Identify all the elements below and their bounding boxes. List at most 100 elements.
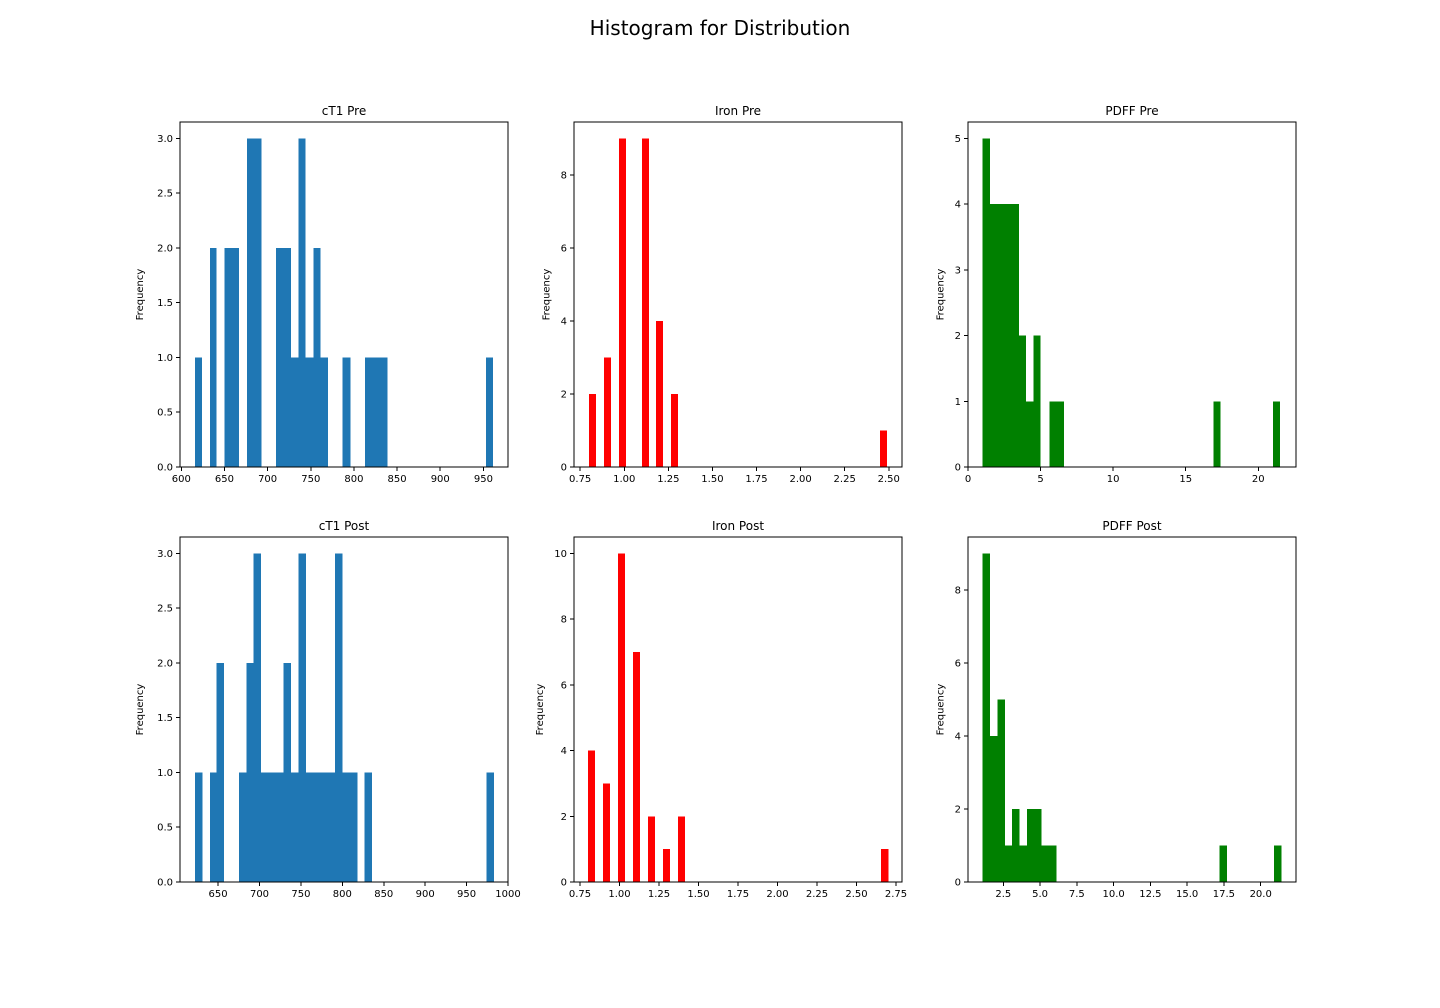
y-tick-label: 2.5 <box>157 189 173 200</box>
panel-title: PDFF Post <box>1102 519 1161 533</box>
histogram-bar <box>342 772 358 882</box>
histogram-bar <box>276 247 291 467</box>
y-tick-label: 6 <box>955 658 961 669</box>
x-tick-label: 2.00 <box>766 889 788 900</box>
histogram-panel: 600 650 700 750 800 850 900 950 0.0 0.5 1.0 1.5 2.0 2… <box>135 104 509 485</box>
y-tick-label: 0 <box>561 463 567 474</box>
histogram-bar <box>641 138 649 467</box>
x-tick-label: 20 <box>1252 474 1265 485</box>
histogram-bar <box>305 357 314 467</box>
x-tick-label: 1.25 <box>657 474 679 485</box>
y-tick-label: 10 <box>554 549 567 560</box>
x-tick-label: 20.0 <box>1250 889 1272 900</box>
plot-frame <box>967 121 1297 468</box>
x-tick-label: 2.00 <box>789 474 811 485</box>
y-tick-label: 1.5 <box>157 713 173 724</box>
y-tick-label: 6 <box>561 243 567 254</box>
histogram-bar <box>1272 401 1281 467</box>
histogram-bar <box>485 357 493 467</box>
x-tick-label: 750 <box>291 889 310 900</box>
y-tick-label: 8 <box>955 585 961 596</box>
histogram-bar <box>261 772 284 882</box>
x-tick-label: 15 <box>1179 474 1192 485</box>
histogram-bar <box>195 357 203 467</box>
x-tick-label: 0.75 <box>569 474 591 485</box>
x-tick-label: 700 <box>258 474 277 485</box>
histogram-bar <box>880 849 889 882</box>
y-axis-label: Frequency <box>135 269 146 321</box>
histogram-bar <box>588 393 597 467</box>
x-tick-label: 900 <box>431 474 450 485</box>
x-tick-label: 17.5 <box>1213 889 1235 900</box>
y-tick-label: 3.0 <box>157 134 173 145</box>
y-tick-label: 0 <box>561 878 567 889</box>
x-tick-label: 2.25 <box>806 889 828 900</box>
histogram-panel: 0.75 1.00 1.25 1.50 1.75 2.00 2.25 2.50 0 2 4 6 8 Iro… <box>542 104 903 485</box>
histogram-bar <box>997 699 1005 882</box>
plot-frame <box>179 536 509 883</box>
x-tick-label: 1.75 <box>727 889 749 900</box>
x-tick-label: 2.50 <box>845 889 867 900</box>
histogram-bar <box>194 772 203 882</box>
histogram-bar <box>224 247 240 467</box>
histogram-bar <box>305 772 335 882</box>
y-axis-label: Frequency <box>936 684 947 736</box>
histogram-bar <box>1004 845 1013 882</box>
x-tick-label: 800 <box>344 474 363 485</box>
histogram-bar <box>290 772 299 882</box>
y-tick-label: 2.5 <box>157 604 173 615</box>
histogram-bar <box>334 553 343 882</box>
y-tick-label: 3.0 <box>157 549 173 560</box>
x-tick-label: 7.5 <box>1069 889 1085 900</box>
histogram-bar <box>632 652 641 882</box>
x-tick-label: 0 <box>965 474 971 485</box>
x-tick-label: 650 <box>215 474 234 485</box>
y-tick-label: 1.0 <box>157 353 173 364</box>
y-tick-label: 4 <box>955 731 961 742</box>
x-tick-label: 1.50 <box>701 474 723 485</box>
histogram-panel: 650 700 750 800 850 900 950 1000 0.0 0.5 1.0 1.5 2.0… <box>135 519 521 900</box>
x-tick-label: 1.25 <box>648 889 670 900</box>
x-tick-label: 850 <box>388 474 407 485</box>
histogram-bar <box>1219 845 1227 882</box>
x-tick-label: 800 <box>333 889 352 900</box>
histogram-bar <box>238 772 247 882</box>
panel-title: Iron Post <box>712 519 764 533</box>
plot-frame <box>573 121 903 468</box>
histogram-bar <box>216 662 224 882</box>
histogram-bar <box>253 553 262 882</box>
y-tick-label: 5 <box>955 134 961 145</box>
histogram-bar <box>1033 335 1041 467</box>
histogram-bar <box>990 735 998 882</box>
x-tick-label: 1.00 <box>608 889 630 900</box>
histogram-bar <box>618 138 627 467</box>
x-tick-label: 950 <box>457 889 476 900</box>
x-tick-label: 700 <box>250 889 269 900</box>
y-tick-label: 2 <box>955 331 961 342</box>
histogram-bar <box>647 816 656 882</box>
histogram-bar <box>587 750 596 882</box>
histogram-bar <box>283 662 291 882</box>
x-tick-label: 2.50 <box>878 474 900 485</box>
histogram-bar <box>298 138 306 467</box>
panel-title: PDFF Pre <box>1105 104 1158 118</box>
panel-title: Iron Pre <box>715 104 761 118</box>
histogram-bar <box>982 138 990 467</box>
y-tick-label: 8 <box>561 615 567 626</box>
histogram-bar <box>656 320 664 467</box>
y-tick-label: 1.0 <box>157 768 173 779</box>
panel-title: cT1 Post <box>319 519 370 533</box>
x-tick-label: 1.75 <box>745 474 767 485</box>
x-tick-label: 650 <box>209 889 228 900</box>
histogram-bar <box>246 662 254 882</box>
histogram-bar <box>209 247 217 467</box>
histogram-bar <box>1026 401 1034 467</box>
histogram-bar <box>982 553 991 882</box>
y-tick-label: 0.5 <box>157 408 173 419</box>
histogram-panel: 0.75 1.00 1.25 1.50 1.75 2.00 2.25 2.50 2.75 0 2 4 6… <box>535 519 907 900</box>
plot-frame <box>179 121 509 468</box>
y-axis-label: Frequency <box>542 269 553 321</box>
y-axis-label: Frequency <box>936 269 947 321</box>
histogram-bar <box>879 430 888 467</box>
